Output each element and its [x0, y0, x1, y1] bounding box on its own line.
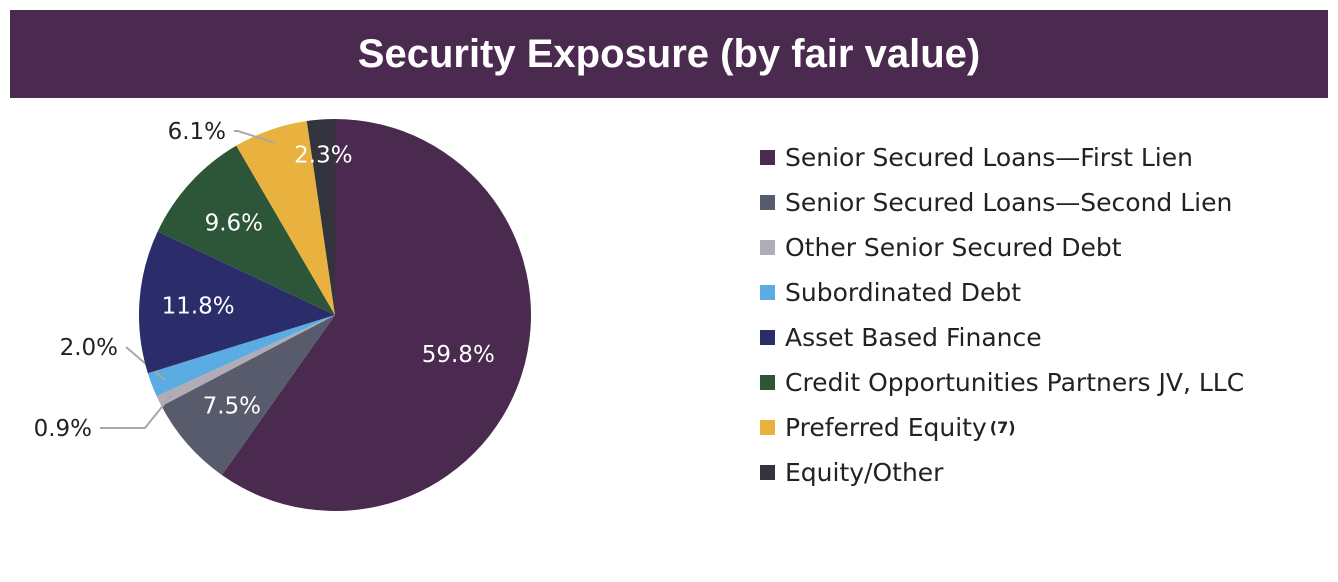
- legend-swatch: [760, 150, 775, 165]
- pie-slice: [161, 315, 335, 476]
- pie-slice: [221, 119, 531, 512]
- legend-item: Preferred Equity (7): [760, 405, 1244, 450]
- legend-item: Senior Secured Loans—Second Lien: [760, 180, 1244, 225]
- pie-chart: 59.8% 7.5% 0.9% 2.0% 11.8% 9.6% 6.1% 2.3%: [34, 119, 531, 512]
- slice-label: 9.6%: [205, 210, 263, 236]
- legend-label: Senior Secured Loans—Second Lien: [785, 188, 1233, 217]
- legend-label: Equity/Other: [785, 458, 944, 487]
- legend-swatch: [760, 285, 775, 300]
- title-banner: Security Exposure (by fair value): [10, 10, 1328, 98]
- legend-swatch: [760, 375, 775, 390]
- legend-item: Senior Secured Loans—First Lien: [760, 135, 1244, 180]
- chart-title: Security Exposure (by fair value): [357, 31, 981, 76]
- slice-label: 11.8%: [162, 294, 235, 320]
- pie-slice: [157, 145, 335, 315]
- slice-label: 2.0%: [60, 335, 118, 361]
- pie-slice: [147, 315, 335, 397]
- legend-swatch: [760, 195, 775, 210]
- legend-swatch: [760, 240, 775, 255]
- legend-item: Asset Based Finance: [760, 315, 1244, 360]
- legend-item: Equity/Other: [760, 450, 1244, 495]
- pie-slice: [306, 119, 335, 315]
- slice-label: 6.1%: [168, 119, 226, 145]
- footnote-marker: (7): [989, 418, 1016, 437]
- legend-label: Asset Based Finance: [785, 323, 1042, 352]
- slice-label: 7.5%: [203, 393, 261, 419]
- legend-swatch: [760, 420, 775, 435]
- legend-label: Credit Opportunities Partners JV, LLC: [785, 368, 1245, 397]
- pie-slice: [138, 231, 335, 374]
- legend-label: Senior Secured Loans—First Lien: [785, 143, 1193, 172]
- legend-swatch: [760, 465, 775, 480]
- slice-label: 59.8%: [422, 342, 495, 368]
- slice-label: 0.9%: [34, 416, 92, 442]
- legend-swatch: [760, 330, 775, 345]
- pie-slice: [156, 315, 335, 407]
- leader-line: [234, 130, 276, 144]
- legend: Senior Secured Loans—First Lien Senior S…: [760, 135, 1244, 495]
- legend-item: Credit Opportunities Partners JV, LLC: [760, 360, 1244, 405]
- legend-label: Other Senior Secured Debt: [785, 233, 1122, 262]
- legend-item: Subordinated Debt: [760, 270, 1244, 315]
- pie-slice: [236, 121, 335, 315]
- legend-label: Preferred Equity: [785, 413, 987, 442]
- slice-label: 2.3%: [294, 143, 352, 169]
- legend-item: Other Senior Secured Debt: [760, 225, 1244, 270]
- legend-label: Subordinated Debt: [785, 278, 1021, 307]
- leader-line: [100, 394, 173, 429]
